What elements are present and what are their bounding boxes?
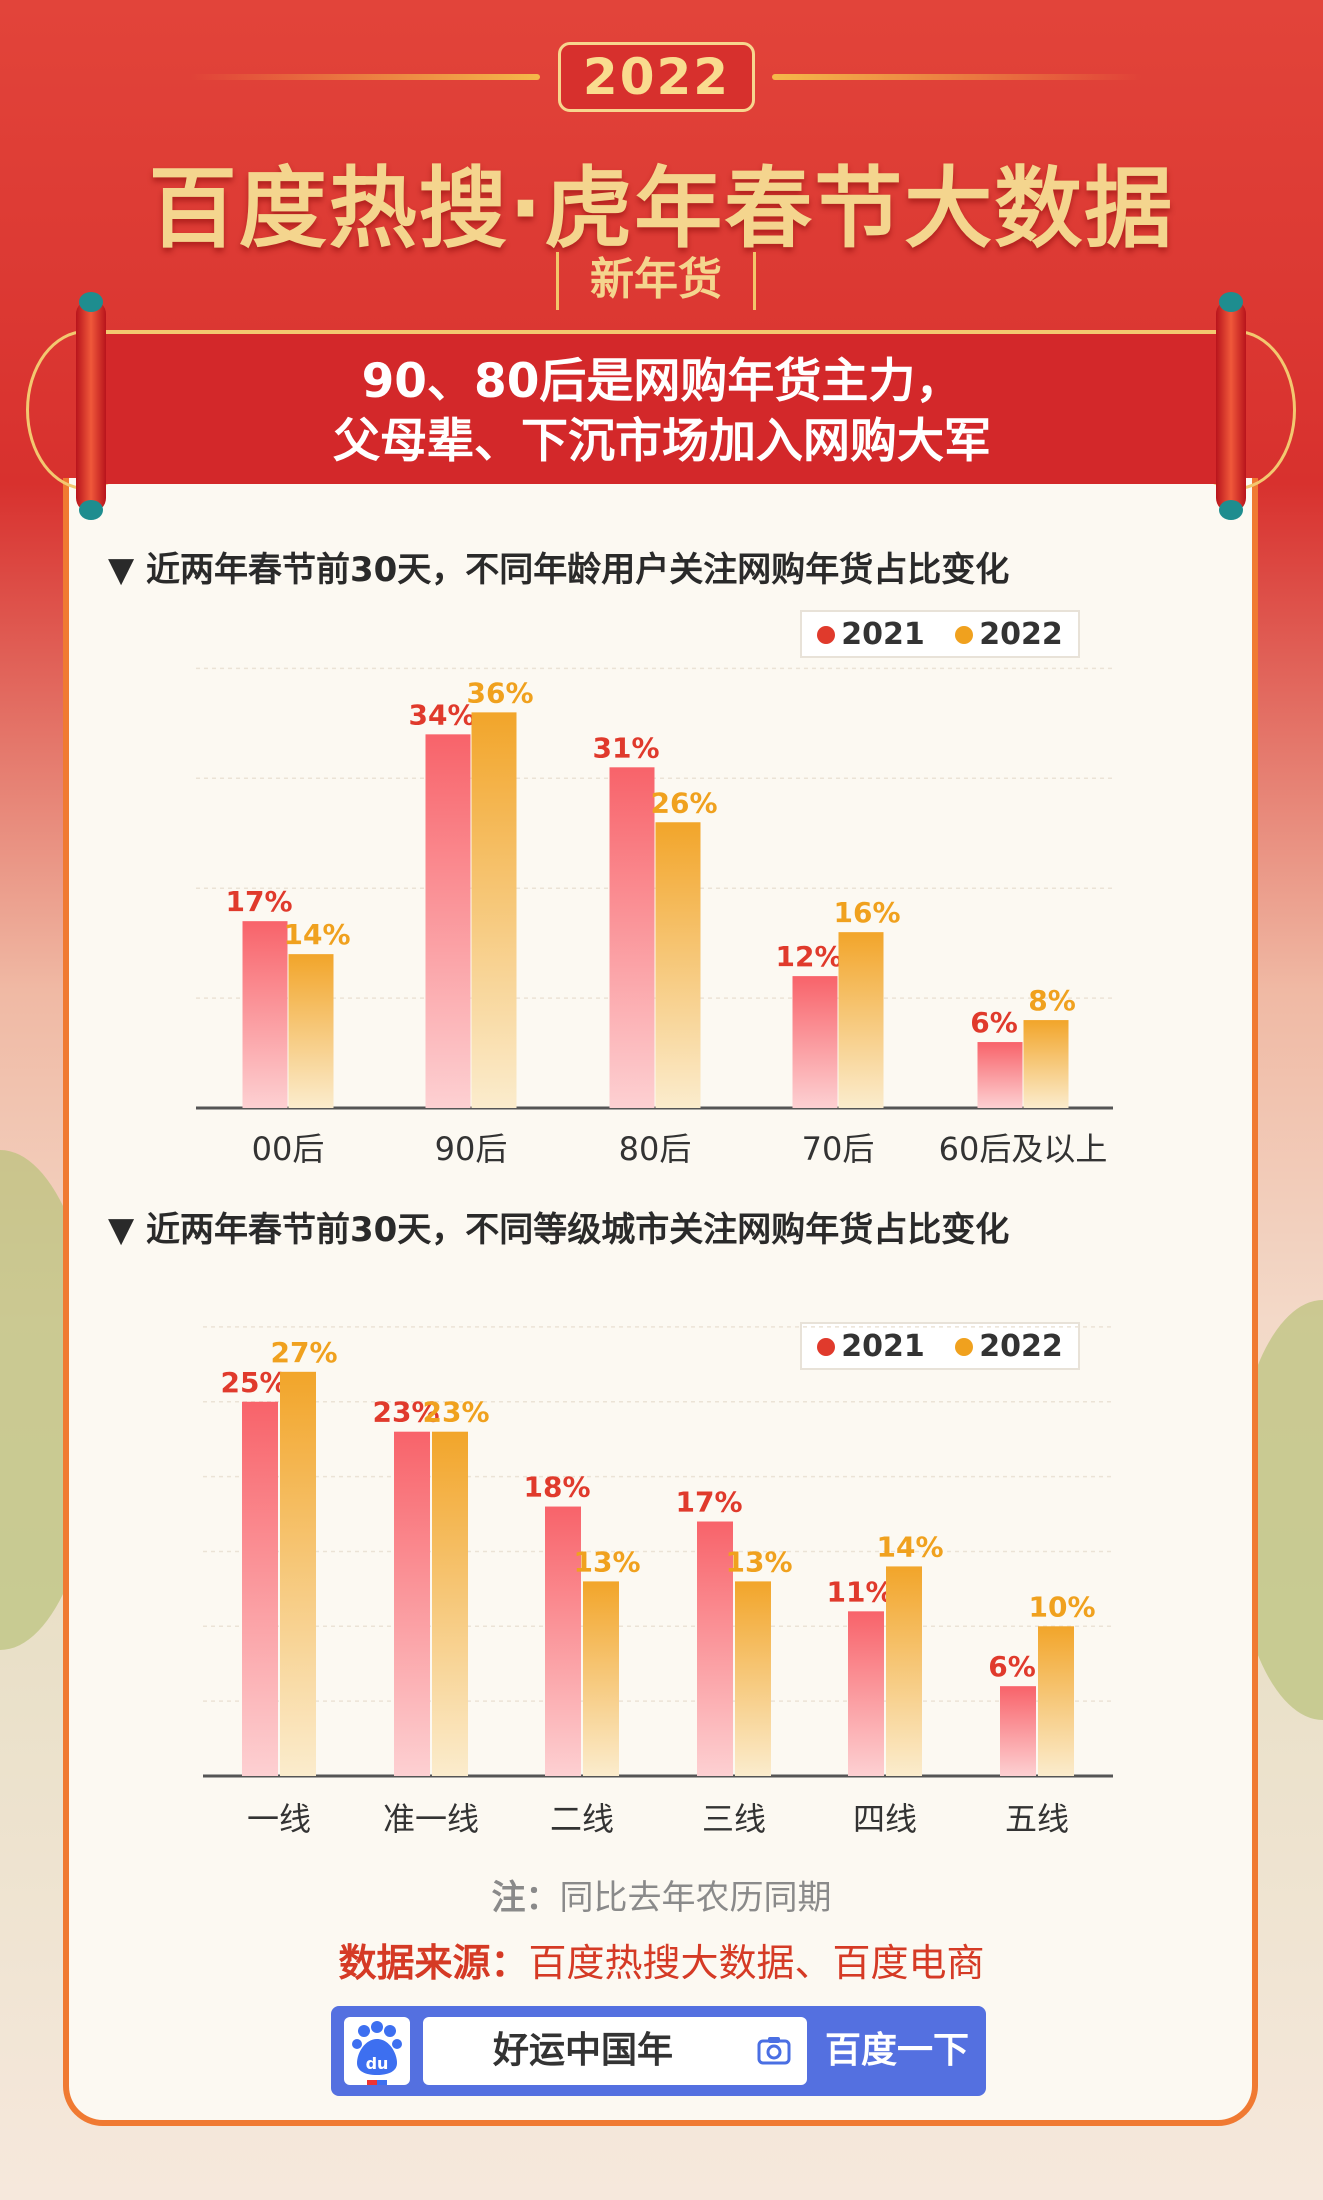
header-line-right bbox=[772, 74, 1142, 80]
data-label: 23% bbox=[422, 1396, 489, 1429]
headline-line-2: 父母辈、下沉市场加入网购大军 bbox=[333, 414, 991, 469]
chart1-legend: 2021 2022 bbox=[800, 610, 1080, 658]
baidu-paw-logo-icon: du bbox=[344, 2017, 410, 2085]
search-button[interactable]: 百度一下 bbox=[824, 2030, 969, 2071]
data-label: 17% bbox=[675, 1486, 742, 1519]
chart2-heading: ▼ 近两年春节前30天，不同等级城市关注网购年货占比变化 bbox=[108, 1210, 1010, 1250]
x-tick-label: 四线 bbox=[853, 1800, 917, 1838]
legend-2022: 2022 bbox=[955, 1329, 1063, 1364]
data-label: 13% bbox=[573, 1545, 640, 1578]
bar-2021 bbox=[242, 1401, 278, 1776]
content-card bbox=[63, 478, 1258, 2126]
legend-2021: 2021 bbox=[817, 1329, 925, 1364]
search-input[interactable]: 好运中国年 bbox=[423, 2017, 807, 2085]
data-label: 17% bbox=[225, 885, 292, 918]
bar-2022 bbox=[280, 1371, 316, 1776]
bar-2021 bbox=[977, 1042, 1023, 1108]
data-label: 8% bbox=[1028, 984, 1076, 1017]
bar-2022 bbox=[583, 1581, 619, 1776]
bar-2021 bbox=[425, 734, 471, 1108]
legend-2021: 2021 bbox=[817, 617, 925, 652]
data-label: 36% bbox=[466, 676, 533, 709]
bar-2021 bbox=[792, 976, 838, 1108]
x-tick-label: 二线 bbox=[550, 1800, 614, 1838]
data-label: 6% bbox=[988, 1650, 1036, 1683]
data-label: 14% bbox=[876, 1530, 943, 1563]
x-tick-label: 90后 bbox=[435, 1130, 508, 1168]
header-line-left bbox=[190, 74, 540, 80]
data-label: 27% bbox=[270, 1336, 337, 1369]
x-tick-label: 60后及以上 bbox=[939, 1130, 1108, 1168]
x-tick-label: 80后 bbox=[619, 1130, 692, 1168]
bar-2022 bbox=[655, 822, 701, 1108]
footnote: 注：同比去年农历同期 bbox=[491, 1878, 832, 1918]
x-tick-label: 五线 bbox=[1005, 1800, 1069, 1838]
bar-2021 bbox=[848, 1611, 884, 1776]
legend-2022: 2022 bbox=[955, 617, 1063, 652]
bar-2022 bbox=[432, 1431, 468, 1776]
bar-2022 bbox=[1038, 1626, 1074, 1776]
bar-2021 bbox=[242, 921, 288, 1108]
bar-2022 bbox=[838, 932, 884, 1108]
data-label: 25% bbox=[220, 1366, 287, 1399]
x-tick-label: 三线 bbox=[702, 1800, 766, 1838]
baidu-search-bar: du 好运中国年 百度一下 bbox=[331, 2006, 986, 2096]
scroll-rod-left bbox=[76, 292, 106, 520]
data-label: 31% bbox=[592, 731, 659, 764]
x-tick-label: 准一线 bbox=[383, 1800, 479, 1838]
bar-2021 bbox=[545, 1506, 581, 1776]
chart2-legend: 2021 2022 bbox=[800, 1322, 1080, 1370]
bar-2022 bbox=[1023, 1020, 1069, 1108]
data-label: 12% bbox=[775, 940, 842, 973]
chart1-heading: ▼ 近两年春节前30天，不同年龄用户关注网购年货占比变化 bbox=[108, 550, 1010, 590]
year-badge: 2022 bbox=[558, 42, 755, 112]
headline-banner: 90、80后是网购年货主力， 父母辈、下沉市场加入网购大军 bbox=[88, 330, 1236, 484]
data-label: 16% bbox=[833, 896, 900, 929]
page-subtitle: 新年货 bbox=[556, 252, 756, 310]
data-label: 23% bbox=[372, 1396, 439, 1429]
page-title: 百度热搜·虎年春节大数据 bbox=[148, 157, 1175, 260]
x-tick-label: 70后 bbox=[802, 1130, 875, 1168]
data-source: 数据来源：百度热搜大数据、百度电商 bbox=[338, 1941, 985, 1985]
bar-2021 bbox=[1000, 1686, 1036, 1776]
data-label: 34% bbox=[408, 698, 475, 731]
bar-2022 bbox=[886, 1566, 922, 1776]
data-label: 18% bbox=[523, 1471, 590, 1504]
x-tick-label: 00后 bbox=[252, 1130, 325, 1168]
bar-2022 bbox=[471, 712, 517, 1108]
data-label: 14% bbox=[283, 918, 350, 951]
chart2-title: 近两年春节前30天，不同等级城市关注网购年货占比变化 bbox=[145, 1210, 1010, 1250]
scroll-rod-right bbox=[1216, 292, 1246, 520]
data-label: 6% bbox=[970, 1006, 1018, 1039]
data-label: 26% bbox=[650, 786, 717, 819]
camera-icon[interactable] bbox=[757, 2035, 791, 2065]
svg-text:du: du bbox=[366, 2054, 389, 2073]
data-label: 10% bbox=[1028, 1590, 1095, 1623]
bar-2021 bbox=[394, 1431, 430, 1776]
headline-line-1: 90、80后是网购年货主力， bbox=[361, 354, 963, 409]
bar-2022 bbox=[735, 1581, 771, 1776]
data-label: 11% bbox=[826, 1575, 893, 1608]
chart1-title: 近两年春节前30天，不同年龄用户关注网购年货占比变化 bbox=[145, 550, 1010, 590]
data-label: 13% bbox=[725, 1545, 792, 1578]
bar-2022 bbox=[288, 954, 334, 1108]
bar-2021 bbox=[609, 767, 655, 1108]
bar-2021 bbox=[697, 1521, 733, 1776]
x-tick-label: 一线 bbox=[247, 1800, 311, 1838]
